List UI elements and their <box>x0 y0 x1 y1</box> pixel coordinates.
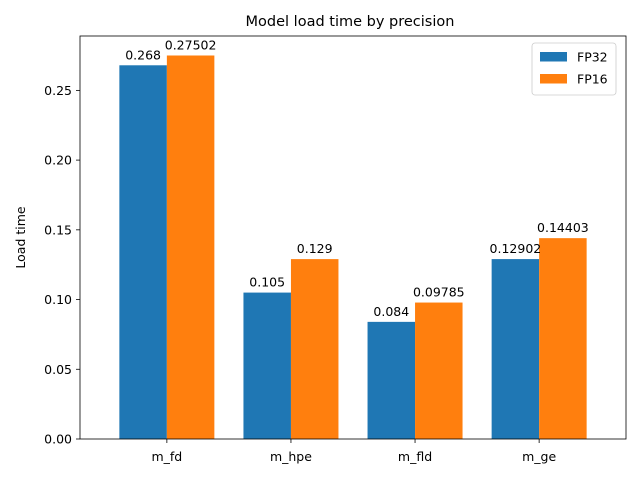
plot-frame <box>79 35 627 440</box>
y-tick-label: 0.25 <box>44 83 72 98</box>
y-tick-label: 0.05 <box>44 362 72 377</box>
chart-title: Model load time by precision <box>246 14 455 30</box>
x-tick-label-m-fld: m_fld <box>398 449 432 464</box>
data-labels-layer: 0.268 0.27502 0.105 0.129 0.084 0.09785 0.1290… <box>125 37 589 318</box>
bar-fp16-m-ge <box>539 238 587 439</box>
x-tick-label-m-hpe: m_hpe <box>270 449 312 464</box>
y-tick-label: 0.10 <box>44 292 72 307</box>
x-tick-label-m-fd: m_fd <box>151 449 182 464</box>
data-label-fp32-m-ge: 0.12902 <box>490 241 542 256</box>
bar-fp16-m-fld <box>415 302 463 439</box>
data-label-fp16-m-ge: 0.14403 <box>537 220 589 235</box>
bar-fp32-m-fd <box>119 65 167 439</box>
bar-fp32-m-hpe <box>243 292 291 439</box>
x-axis: m_fd m_hpe m_fld m_ge <box>151 439 556 464</box>
data-label-fp32-m-fld: 0.084 <box>373 304 409 319</box>
y-tick-label: 0.00 <box>44 432 72 447</box>
data-label-fp16-m-fd: 0.27502 <box>165 37 217 52</box>
bar-fp16-m-hpe <box>290 259 339 439</box>
y-axis-label: Load time <box>13 206 28 269</box>
y-tick-label: 0.20 <box>44 153 72 168</box>
data-label-fp32-m-fd: 0.268 <box>125 47 161 62</box>
x-tick-label-m-ge: m_ge <box>522 449 556 464</box>
y-tick-label: 0.15 <box>44 222 72 237</box>
legend: FP32 FP16 <box>531 42 617 96</box>
legend-label-fp16: FP16 <box>577 72 608 87</box>
data-label-fp16-m-fld: 0.09785 <box>413 285 465 300</box>
bar-fp32-m-ge <box>491 259 540 439</box>
legend-swatch-fp16 <box>540 74 567 84</box>
data-label-fp16-m-hpe: 0.129 <box>297 241 333 256</box>
y-axis: 0.00 0.05 0.10 0.15 0.20 0.25 <box>44 83 80 447</box>
data-label-fp32-m-hpe: 0.105 <box>249 275 285 290</box>
bar-fp16-m-fd <box>166 55 215 440</box>
legend-swatch-fp32 <box>540 52 567 62</box>
legend-label-fp32: FP32 <box>577 50 608 65</box>
bar-fp32-m-fld <box>367 321 416 439</box>
bars-layer <box>119 55 587 440</box>
